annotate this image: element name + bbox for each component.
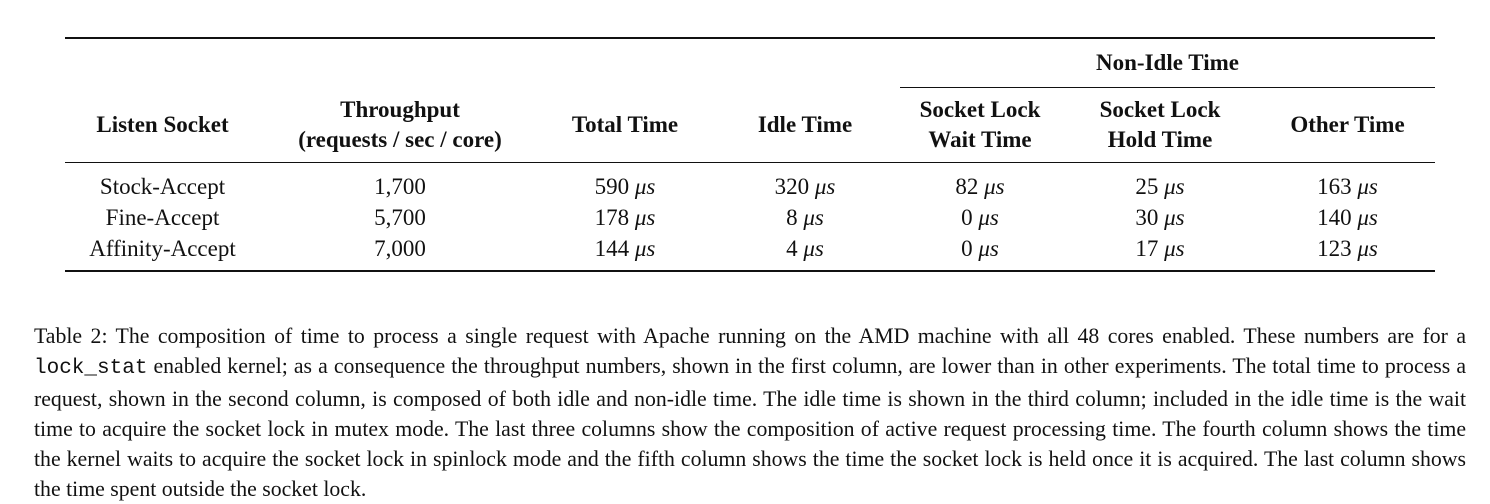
- header-total-time: Total Time: [571, 111, 679, 137]
- header-socket-lock-hold: Socket Lock Hold Time: [1099, 97, 1221, 152]
- header-throughput: Throughput (requests / sec / core): [298, 96, 502, 152]
- throughput-value: 5,700: [374, 205, 426, 230]
- group-header-non-idle: Non-Idle Time: [900, 39, 1435, 88]
- header-idle-time: Idle Time: [757, 111, 853, 137]
- row-name: Fine-Accept: [105, 205, 220, 230]
- hold-time-value: 17 μs: [1135, 236, 1185, 261]
- wait-time-value: 0 μs: [961, 236, 999, 261]
- other-time-value: 140 μs: [1317, 205, 1378, 230]
- hold-time-value: 30 μs: [1135, 205, 1185, 230]
- total-time-value: 144 μs: [594, 236, 656, 261]
- header-listen-socket: Listen Socket: [96, 111, 229, 137]
- caption-code: lock_stat: [34, 356, 148, 380]
- table-caption: Table 2: The composition of time to proc…: [34, 323, 1466, 501]
- total-time-value: 178 μs: [594, 205, 656, 230]
- header-socket-lock-wait: Socket Lock Wait Time: [919, 97, 1041, 152]
- table-row: Affinity-Accept 7,000 144 μs 4 μs 0 μs 1…: [65, 233, 1435, 271]
- other-time-value: 163 μs: [1317, 174, 1378, 199]
- table-row: Fine-Accept 5,700 178 μs 8 μs 0 μs 30 μs…: [65, 202, 1435, 233]
- other-time-value: 123 μs: [1317, 236, 1378, 261]
- column-header-row: Listen Socket Throughput (requests / sec …: [65, 88, 1435, 163]
- bottom-rule: [65, 270, 1435, 273]
- wait-time-value: 82 μs: [955, 174, 1005, 199]
- results-table-container: Non-Idle Time Listen Socket Throughput (r…: [65, 37, 1435, 273]
- row-name: Affinity-Accept: [89, 236, 236, 261]
- idle-time-value: 320 μs: [774, 174, 836, 199]
- idle-time-value: 8 μs: [786, 205, 824, 230]
- idle-time-value: 4 μs: [786, 236, 824, 261]
- row-name: Stock-Accept: [99, 174, 226, 199]
- header-other-time: Other Time: [1290, 112, 1405, 137]
- table-row: Stock-Accept 1,700 590 μs 320 μs 82 μs 2…: [65, 163, 1435, 203]
- hold-time-value: 25 μs: [1135, 174, 1185, 199]
- throughput-value: 1,700: [374, 174, 426, 199]
- throughput-value: 7,000: [374, 236, 426, 261]
- wait-time-value: 0 μs: [961, 205, 999, 230]
- results-table: Non-Idle Time Listen Socket Throughput (r…: [65, 37, 1435, 273]
- group-header-row: Non-Idle Time: [65, 39, 1435, 88]
- total-time-value: 590 μs: [594, 174, 656, 199]
